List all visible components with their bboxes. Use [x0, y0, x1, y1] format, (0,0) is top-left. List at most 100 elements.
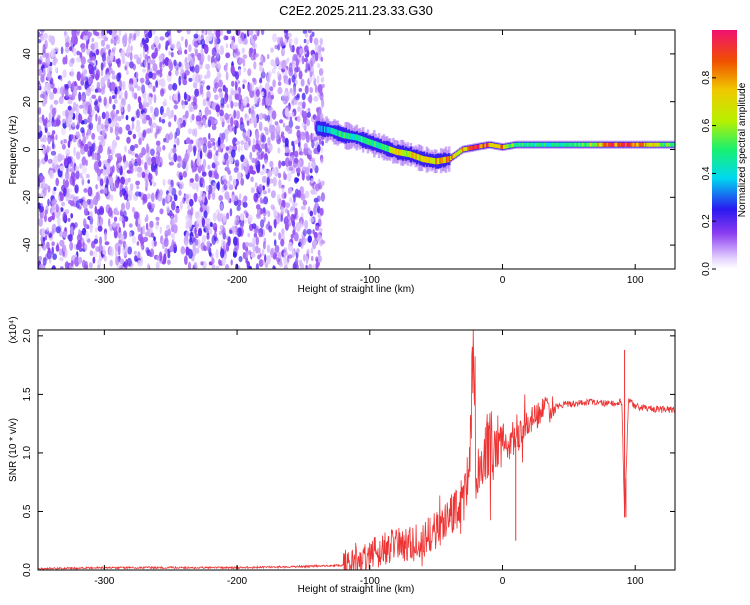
- noise-speckle: [225, 43, 229, 49]
- track-core: [549, 142, 552, 147]
- noise-speckle: [38, 244, 41, 254]
- noise-speckle: [38, 202, 41, 210]
- noise-speckle: [235, 120, 239, 129]
- noise-speckle: [76, 71, 82, 81]
- track-core: [558, 142, 561, 147]
- noise-speckle: [261, 248, 265, 257]
- noise-speckle: [137, 158, 142, 167]
- noise-speckle: [220, 248, 225, 259]
- noise-speckle: [108, 60, 112, 71]
- noise-speckle: [119, 80, 123, 89]
- noise-speckle: [168, 70, 172, 77]
- noise-speckle: [222, 213, 226, 223]
- noise-speckle: [259, 56, 264, 63]
- track-core: [606, 142, 609, 147]
- noise-speckle: [240, 140, 245, 145]
- noise-speckle: [175, 69, 179, 76]
- noise-speckle: [193, 163, 197, 173]
- noise-speckle: [70, 57, 75, 64]
- noise-speckle: [304, 45, 309, 53]
- track-core: [639, 142, 642, 147]
- noise-speckle: [188, 77, 193, 82]
- noise-speckle: [215, 61, 220, 69]
- noise-speckle: [81, 95, 85, 101]
- noise-speckle: [87, 128, 92, 136]
- noise-speckle: [168, 114, 172, 119]
- noise-speckle: [311, 31, 315, 37]
- track-core: [460, 148, 463, 153]
- noise-speckle: [136, 108, 140, 119]
- noise-speckle: [191, 113, 195, 121]
- track-core: [503, 144, 506, 149]
- noise-speckle: [239, 219, 245, 229]
- track-core: [318, 125, 321, 132]
- noise-speckle: [273, 239, 277, 247]
- track-core: [637, 142, 640, 147]
- noise-speckle: [153, 240, 157, 247]
- noise-speckle: [145, 222, 149, 231]
- track-core: [545, 142, 548, 147]
- noise-speckle: [313, 205, 317, 216]
- noise-speckle: [65, 47, 70, 53]
- track-core: [418, 154, 421, 161]
- noise-speckle: [122, 218, 126, 228]
- noise-speckle: [148, 71, 153, 79]
- noise-speckle: [204, 196, 208, 205]
- noise-speckle: [241, 47, 245, 54]
- noise-speckle: [167, 192, 171, 203]
- noise-speckle: [67, 140, 71, 149]
- noise-speckle: [79, 172, 83, 179]
- noise-speckle: [321, 140, 325, 147]
- noise-speckle: [142, 47, 146, 58]
- noise-speckle: [125, 243, 128, 253]
- noise-speckle: [103, 96, 107, 107]
- track-core: [448, 157, 451, 162]
- noise-speckle: [292, 263, 296, 269]
- noise-speckle: [149, 220, 154, 229]
- noise-speckle: [294, 207, 298, 216]
- track-core: [529, 142, 532, 147]
- track-core: [557, 142, 560, 147]
- noise-speckle: [170, 51, 174, 58]
- noise-speckle: [321, 98, 325, 108]
- noise-speckle: [216, 265, 220, 269]
- noise-speckle: [44, 183, 48, 190]
- noise-speckle: [156, 128, 161, 134]
- noise-speckle: [87, 179, 90, 184]
- noise-speckle: [315, 51, 319, 62]
- noise-speckle: [291, 111, 295, 118]
- y-tick-label: 2.0: [22, 328, 33, 342]
- noise-speckle: [144, 108, 148, 113]
- track-core: [376, 142, 380, 149]
- noise-speckle: [229, 208, 233, 217]
- noise-speckle: [207, 192, 211, 200]
- noise-speckle: [311, 159, 316, 170]
- noise-speckle: [109, 166, 114, 177]
- noise-speckle: [132, 133, 137, 139]
- noise-speckle: [38, 106, 42, 115]
- track-core: [333, 128, 336, 135]
- noise-speckle: [250, 118, 254, 124]
- noise-speckle: [116, 72, 121, 82]
- noise-speckle: [100, 62, 104, 71]
- track-core: [330, 127, 333, 134]
- noise-speckle: [112, 104, 116, 110]
- noise-speckle: [113, 30, 118, 34]
- noise-speckle: [283, 170, 286, 181]
- noise-speckle: [65, 120, 71, 128]
- noise-speckle: [186, 30, 191, 35]
- noise-speckle: [193, 102, 198, 110]
- noise-speckle: [48, 112, 52, 121]
- noise-speckle: [150, 148, 155, 156]
- noise-speckle: [59, 257, 64, 262]
- noise-speckle: [171, 200, 176, 211]
- noise-speckle: [292, 63, 296, 70]
- noise-speckle: [204, 123, 209, 128]
- noise-speckle: [261, 175, 267, 184]
- noise-speckle: [284, 95, 289, 103]
- noise-speckle: [38, 59, 42, 65]
- noise-speckle: [67, 105, 72, 111]
- snr-frame: [37, 329, 676, 571]
- noise-speckle: [287, 112, 291, 118]
- noise-speckle: [145, 114, 151, 121]
